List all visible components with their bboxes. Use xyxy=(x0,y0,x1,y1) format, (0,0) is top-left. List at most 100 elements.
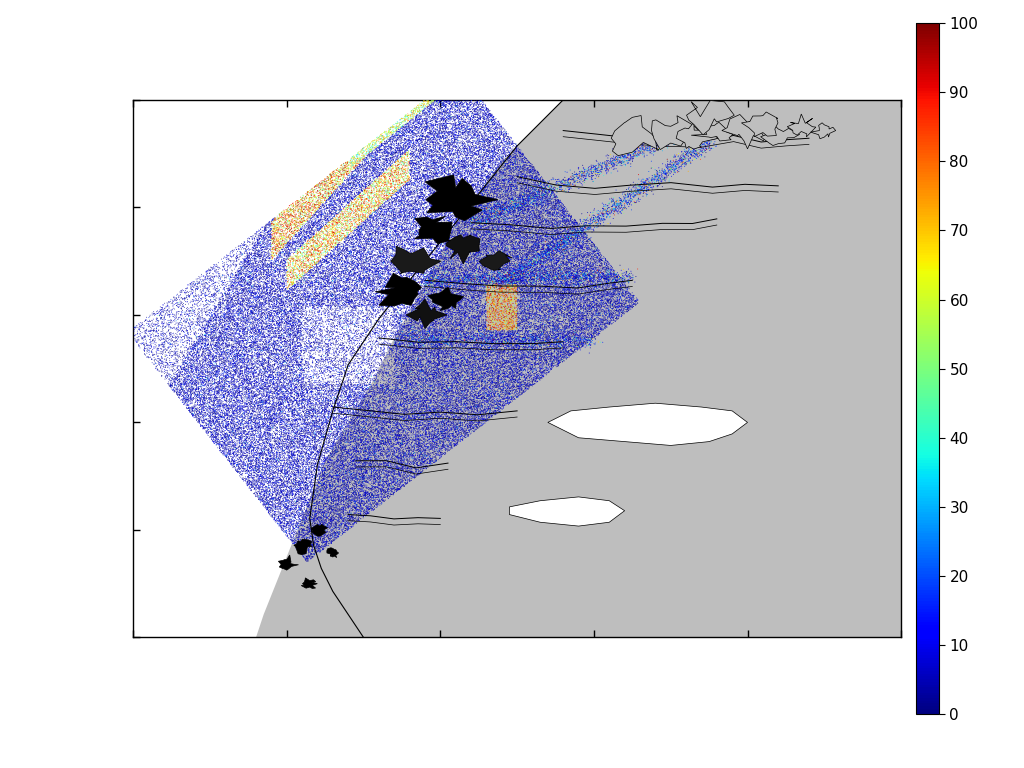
Point xyxy=(421,293,437,305)
Point xyxy=(312,425,329,437)
Point xyxy=(625,153,641,165)
Point xyxy=(531,290,548,303)
Point xyxy=(426,251,442,263)
Point xyxy=(335,257,351,270)
Point xyxy=(495,196,511,208)
Point xyxy=(244,447,260,459)
Point xyxy=(336,356,352,369)
Point xyxy=(507,217,523,230)
Point xyxy=(548,319,564,331)
Point xyxy=(321,337,337,349)
Point xyxy=(574,320,591,333)
Point xyxy=(276,511,293,524)
Point xyxy=(562,339,579,352)
Point xyxy=(307,511,324,523)
Point xyxy=(450,179,466,191)
Point xyxy=(418,229,434,241)
Point xyxy=(375,416,391,429)
Point xyxy=(578,306,594,318)
Point xyxy=(262,257,279,269)
Point xyxy=(403,104,420,117)
Point xyxy=(331,511,347,524)
Point xyxy=(420,247,436,259)
Point xyxy=(411,349,427,362)
Point xyxy=(327,423,343,435)
Point xyxy=(512,294,528,306)
Point xyxy=(402,327,419,339)
Point xyxy=(296,526,312,538)
Point xyxy=(425,187,441,200)
Point xyxy=(483,192,500,204)
Point xyxy=(285,481,301,493)
Point xyxy=(261,319,278,332)
Point xyxy=(461,258,477,270)
Point xyxy=(220,304,237,316)
Point xyxy=(532,356,549,369)
Point xyxy=(373,471,389,483)
Point xyxy=(422,372,438,384)
Point xyxy=(237,304,253,316)
Point xyxy=(582,333,598,345)
Point xyxy=(496,241,512,253)
Point xyxy=(259,387,275,399)
Point xyxy=(473,94,489,106)
Point xyxy=(550,337,566,349)
Point xyxy=(297,543,313,555)
Point xyxy=(478,371,495,383)
Point xyxy=(481,339,498,351)
Point xyxy=(274,277,291,290)
Point xyxy=(351,178,368,190)
Point xyxy=(436,112,453,124)
Point xyxy=(528,306,545,318)
Point xyxy=(243,392,259,405)
Point xyxy=(607,200,624,212)
Point xyxy=(268,389,285,401)
Point xyxy=(441,233,458,246)
Point xyxy=(345,417,361,429)
Point xyxy=(364,283,380,295)
Point xyxy=(570,289,587,301)
Point xyxy=(324,459,340,472)
Point xyxy=(257,429,273,441)
Point xyxy=(208,310,224,322)
Point xyxy=(334,448,350,460)
Point xyxy=(321,217,337,229)
Point xyxy=(386,459,402,472)
Point xyxy=(262,229,279,241)
Point xyxy=(468,182,484,194)
Point xyxy=(596,322,612,334)
Point xyxy=(318,243,335,255)
Point xyxy=(271,392,288,404)
Point xyxy=(563,182,580,194)
Point xyxy=(586,204,602,217)
Point xyxy=(480,208,497,220)
Point xyxy=(526,277,543,290)
Point xyxy=(507,279,523,291)
Point xyxy=(540,220,556,233)
Point xyxy=(318,394,335,406)
Point xyxy=(194,368,210,380)
Point xyxy=(160,326,176,338)
Point xyxy=(639,141,655,153)
Point xyxy=(401,173,418,185)
Point xyxy=(469,113,485,125)
Point xyxy=(523,202,540,214)
Point xyxy=(330,491,346,503)
Point xyxy=(178,316,195,329)
Point xyxy=(587,271,603,283)
Point xyxy=(213,376,229,388)
Point xyxy=(487,154,504,167)
Point xyxy=(519,370,536,382)
Point xyxy=(327,257,343,270)
Point xyxy=(378,279,394,291)
Point xyxy=(309,369,326,381)
Point xyxy=(598,317,614,329)
Point xyxy=(452,96,468,108)
Point xyxy=(538,205,554,217)
Point xyxy=(278,442,294,454)
Point xyxy=(210,407,226,419)
Point xyxy=(507,243,523,255)
Point xyxy=(468,200,484,212)
Point xyxy=(373,475,389,487)
Point xyxy=(355,511,372,524)
